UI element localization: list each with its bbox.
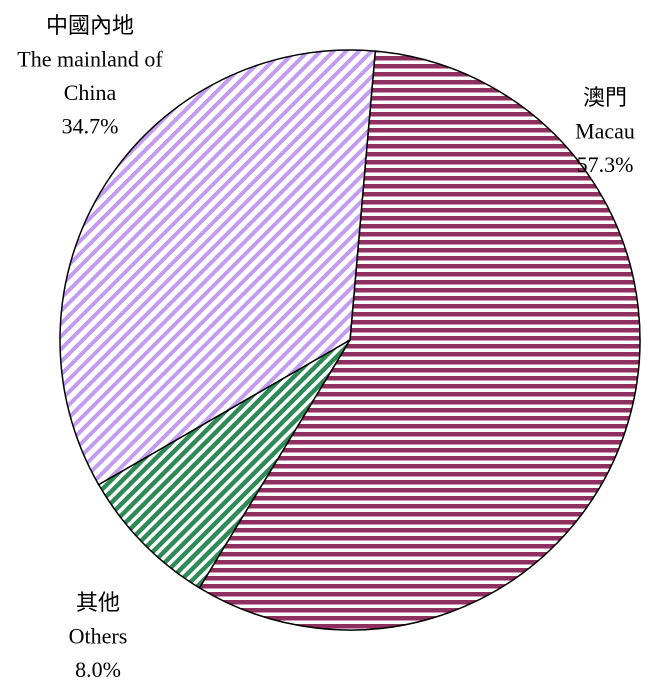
value-label: 57.3% — [577, 152, 634, 177]
pie-slice — [198, 50, 641, 631]
slice-label: 其他 — [76, 590, 120, 615]
pie-slice — [97, 339, 351, 589]
slice-label: Others — [69, 624, 128, 649]
slice-label: 澳門 — [583, 85, 627, 110]
slice-label: China — [64, 80, 117, 105]
value-label: 8.0% — [75, 657, 121, 682]
slice-label: Macau — [575, 119, 635, 144]
slice-label: The mainland of — [17, 47, 163, 72]
slice-label: 中國內地 — [46, 13, 134, 38]
value-label: 34.7% — [62, 114, 119, 139]
pie-slice — [59, 49, 377, 486]
